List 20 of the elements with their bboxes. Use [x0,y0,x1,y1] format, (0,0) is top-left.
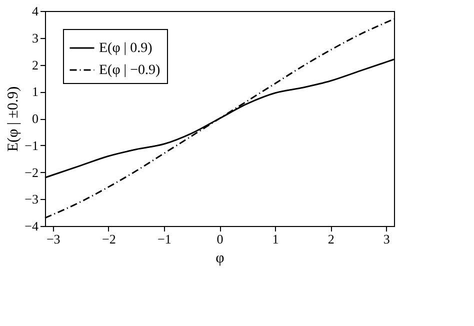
y-tick-label: −3 [24,192,38,207]
x-tick-label: −1 [158,232,172,246]
legend-label: E(φ | −0.9) [99,63,160,78]
legend-label: E(φ | 0.9) [99,41,153,56]
x-axis-title: φ [216,250,225,266]
y-tick-label: −2 [24,164,38,180]
x-tick-label: −3 [46,232,60,246]
x-tick-label: 1 [272,232,279,246]
y-axis-title: E(φ | ±0.9) [6,86,22,152]
x-tick-label: 0 [216,232,224,246]
x-tick-label: 2 [328,232,334,246]
y-tick-label: 1 [32,84,38,100]
y-tick-label: −1 [24,138,38,153]
y-tick-label: 3 [32,30,38,46]
x-tick-label: −2 [102,232,116,246]
y-tick-label: 2 [32,57,38,72]
y-tick-label: 0 [32,111,38,126]
y-tick-label: 4 [32,4,39,18]
y-tick-label: −4 [24,218,39,234]
x-tick-label: 3 [383,232,390,246]
